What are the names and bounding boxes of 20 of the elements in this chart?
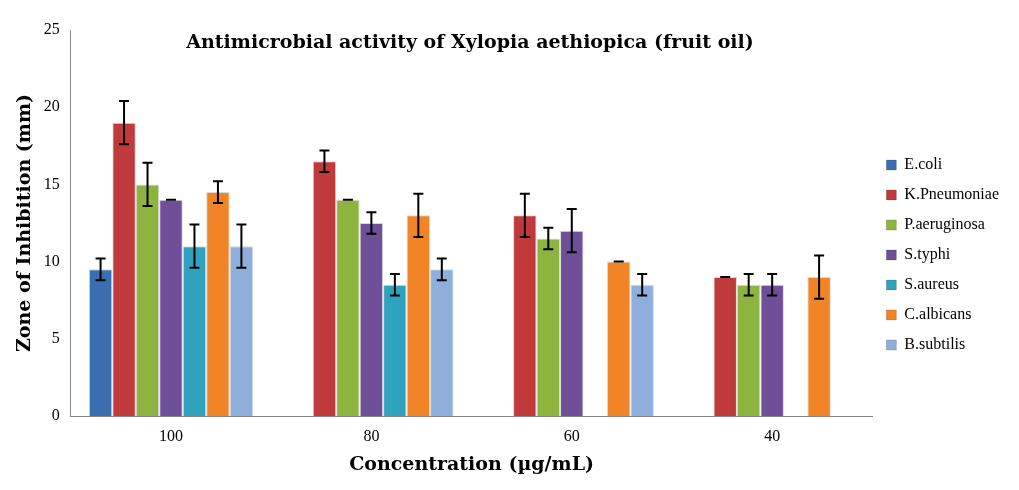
x-tick-label: 40 — [764, 426, 781, 444]
y-tick-label: 5 — [51, 329, 60, 346]
legend-label: K.Pneumoniae — [904, 185, 1000, 203]
legend-label: B.subtilis — [904, 335, 966, 353]
y-tick-label: 10 — [43, 251, 60, 269]
x-tick-label: 100 — [158, 426, 183, 444]
y-tick-label: 15 — [43, 174, 60, 192]
y-tick-label: 0 — [51, 406, 60, 424]
legend-label: S.aureus — [904, 275, 960, 293]
y-axis-title: Zone of Inhibition (mm) — [12, 93, 35, 353]
legend-label: S.typhi — [904, 245, 951, 264]
y-tick-label: 25 — [43, 20, 60, 38]
x-tick-label: 80 — [363, 426, 380, 444]
legend-label: C.albicans — [904, 305, 972, 323]
y-tick-label: 20 — [43, 97, 60, 115]
x-tick-label: 60 — [563, 426, 580, 444]
x-axis-title: Concentration (µg/mL) — [349, 451, 595, 474]
legend-label: P.aeruginosa — [904, 215, 985, 234]
chart-title: Antimicrobial activity of Xylopia aethiopica (fruit oil) — [185, 30, 755, 52]
legend-label: E.coli — [904, 155, 943, 173]
